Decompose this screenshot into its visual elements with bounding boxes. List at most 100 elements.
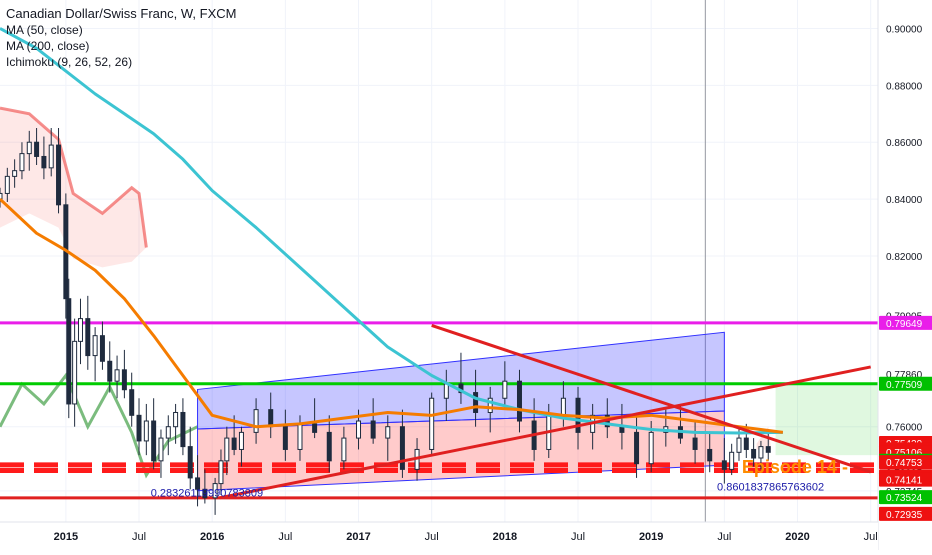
candle-body-5: [34, 141, 40, 157]
candle-body-60: [619, 426, 625, 433]
candle-body-1: [4, 175, 10, 194]
candle-body-3: [19, 153, 25, 172]
candle-body-72: [758, 446, 764, 459]
time-tick-label-1: Jul: [132, 531, 146, 543]
candle-body-48: [443, 383, 449, 399]
candle-body-33: [231, 437, 237, 450]
candle-body-69: [736, 437, 742, 453]
candle-body-41: [341, 437, 347, 462]
candle-body-0: [0, 192, 3, 200]
candle-body-66: [707, 448, 713, 462]
candle-body-17: [114, 369, 120, 382]
chart-legend: Canadian Dollar/Swiss Franc, W, FXCM MA …: [6, 6, 236, 70]
time-tick-label-10: 2020: [785, 531, 809, 543]
price-tag-box-0: [879, 315, 932, 330]
trendline-0: [219, 365, 871, 500]
time-axis-background: [0, 522, 878, 550]
price-tick-label-1: 0.88000: [886, 81, 923, 92]
indicator-ma-50[interactable]: MA (50, close): [6, 23, 83, 37]
candle-body-27: [187, 446, 193, 479]
price-tag-box-6: [879, 455, 932, 470]
candle-body-29: [202, 488, 208, 499]
candle-body-10: [66, 298, 72, 405]
price-tag-label-6: 0.74753: [886, 458, 923, 469]
time-tick-label-4: 2017: [346, 531, 370, 543]
candle-body-36: [268, 409, 274, 428]
candle-body-40: [326, 431, 332, 462]
price-tick-label-5: 0.76000: [886, 423, 923, 434]
candle-body-70: [743, 437, 749, 450]
candle-body-24: [165, 426, 171, 439]
annotation-0: 0.28326119990783809: [151, 487, 263, 499]
price-tag-box-10: [879, 490, 932, 505]
time-tick-label-11: Jul: [864, 531, 878, 543]
candle-body-39: [312, 423, 318, 433]
candlesticks: [0, 128, 771, 515]
candle-body-50: [473, 392, 479, 413]
annotations: 0.28326119990783809 0.8601837865763602 Epi…: [151, 457, 848, 499]
time-tick-label-0: 2015: [54, 531, 78, 543]
candle-body-65: [692, 437, 698, 450]
price-tick-label-4: 0.82000: [886, 252, 923, 263]
trendlines: [219, 324, 872, 500]
indicator-ichimoku[interactable]: Ichimoku (9, 26, 52, 26): [6, 55, 133, 69]
candle-body-31: [218, 460, 224, 485]
candle-body-53: [516, 380, 522, 422]
ma-50-line: [0, 198, 784, 434]
price-tag-label-0: 0.79649: [886, 319, 923, 330]
candle-body-28: [195, 477, 201, 490]
moving-averages: [0, 27, 784, 435]
candle-body-30: [212, 483, 218, 499]
candle-body-61: [634, 431, 640, 465]
price-axis[interactable]: 0.90000 0.88000 0.86000 0.84000 0.82000 0.760…: [877, 0, 932, 550]
candle-body-71: [751, 448, 757, 459]
trendline-1: [431, 324, 872, 474]
candle-body-23: [158, 437, 164, 462]
price-tag-box-1: [879, 376, 932, 391]
candle-body-62: [648, 431, 654, 465]
ma-200-line: [0, 27, 783, 435]
price-tag-label-11: 0.72935: [886, 510, 923, 521]
candle-body-56: [560, 397, 566, 416]
candle-body-42: [356, 420, 362, 439]
candle-body-16: [107, 360, 113, 382]
annotation-2: Episode 14 -: [742, 457, 848, 477]
lagging-span: [0, 372, 199, 479]
candle-body-26: [180, 411, 186, 448]
candle-body-20: [136, 414, 142, 442]
price-tag-box-9: [879, 472, 932, 487]
annotation-1: 0.8601837865763602: [717, 481, 824, 493]
candle-body-6: [41, 155, 47, 169]
candle-body-43: [370, 420, 376, 439]
price-tag-box-11: [879, 506, 932, 521]
candle-body-73: [765, 446, 771, 453]
time-tick-label-2: 2016: [200, 531, 224, 543]
candle-body-4: [26, 141, 32, 155]
candle-body-19: [129, 389, 135, 416]
time-tick-label-6: 2018: [493, 531, 517, 543]
candle-body-8: [56, 144, 62, 206]
candle-body-51: [487, 397, 493, 413]
price-tag-label-9: 0.74141: [886, 476, 923, 487]
candle-body-32: [224, 437, 230, 462]
time-tick-label-3: Jul: [278, 531, 292, 543]
candle-body-11: [72, 340, 78, 405]
candle-body-67: [721, 460, 727, 470]
time-tick-label-8: 2019: [639, 531, 663, 543]
candle-body-47: [429, 397, 435, 450]
candle-body-68: [729, 451, 735, 470]
candle-body-38: [297, 423, 303, 450]
candle-body-44: [385, 426, 391, 439]
candle-body-14: [92, 335, 98, 357]
time-axis[interactable]: 2015 Jul 2016 Jul 2017 Jul 2018 Jul 2019 Jul 2020 J…: [0, 521, 878, 550]
indicator-ma-200[interactable]: MA (200, close): [6, 39, 90, 53]
time-tick-label-5: Jul: [425, 531, 439, 543]
candle-body-13: [85, 318, 91, 357]
candle-body-37: [282, 426, 288, 450]
price-tag-hidden-1: 0.77860: [886, 370, 923, 381]
time-tick-label-9: Jul: [717, 531, 731, 543]
price-tag-label-10: 0.73524: [886, 493, 923, 504]
candle-body-7: [48, 144, 54, 169]
